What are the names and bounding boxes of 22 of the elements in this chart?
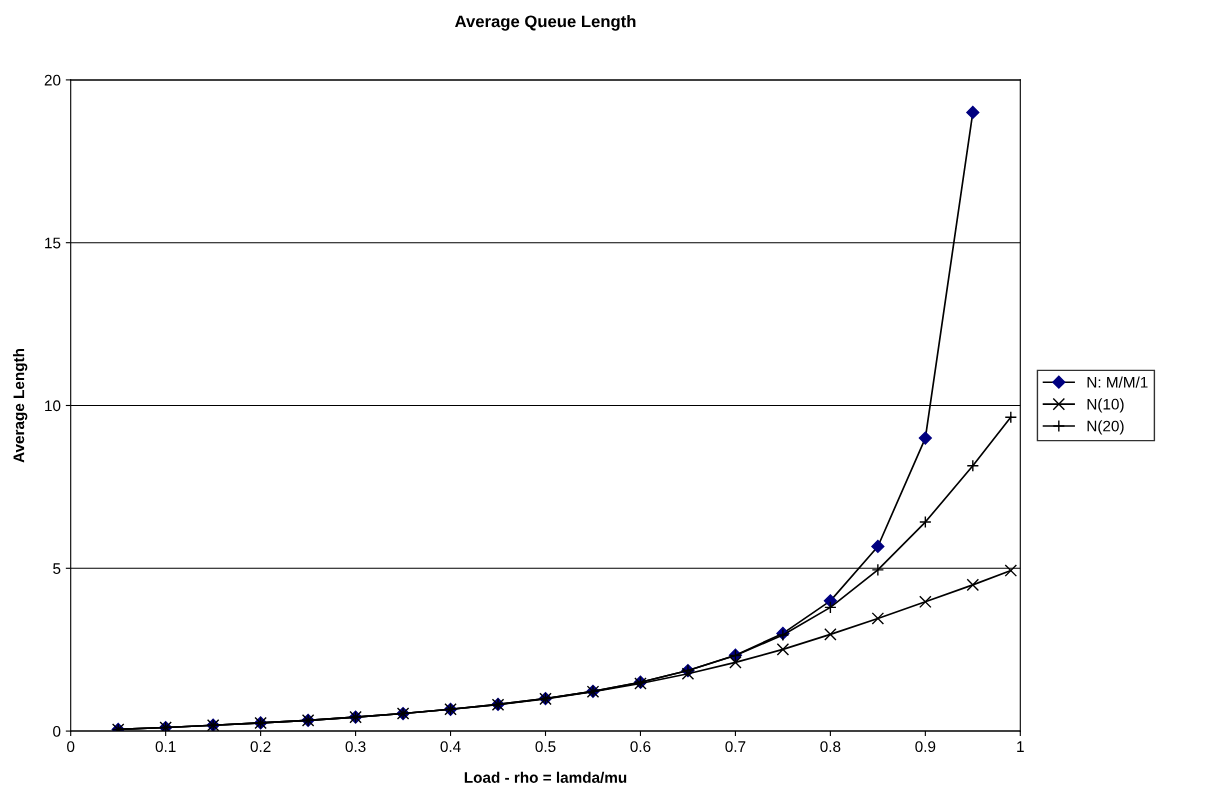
legend-label: N(20) — [1087, 420, 1124, 435]
x-tick-label: 0.8 — [820, 741, 841, 753]
x-tick-label: 0.5 — [535, 741, 556, 753]
legend-label: N(10) — [1087, 398, 1124, 413]
y-tick-label: 20 — [44, 74, 61, 86]
legend-label: N: M/M/1 — [1087, 376, 1148, 388]
x-tick-label: 0.7 — [725, 741, 746, 753]
y-tick-label: 15 — [45, 237, 61, 249]
y-axis-title: Average Length — [13, 348, 28, 463]
x-tick-label: 0.9 — [915, 741, 936, 753]
x-tick-label: 0.2 — [250, 741, 271, 753]
x-axis-title: Load - rho = lamda/mu — [464, 771, 627, 784]
x-tick-label: 0.6 — [630, 741, 651, 753]
x-tick-label: 1 — [1017, 741, 1024, 752]
chart-title: Average Queue Length — [455, 15, 636, 31]
x-tick-label: 0.4 — [440, 741, 461, 753]
y-tick-label: 0 — [53, 725, 61, 737]
x-tick-label: 0.3 — [345, 741, 366, 753]
y-tick-label: 10 — [45, 400, 61, 412]
x-tick-label: 0 — [67, 741, 75, 753]
x-tick-label: 0.1 — [155, 741, 176, 753]
y-tick-label: 5 — [53, 563, 61, 574]
